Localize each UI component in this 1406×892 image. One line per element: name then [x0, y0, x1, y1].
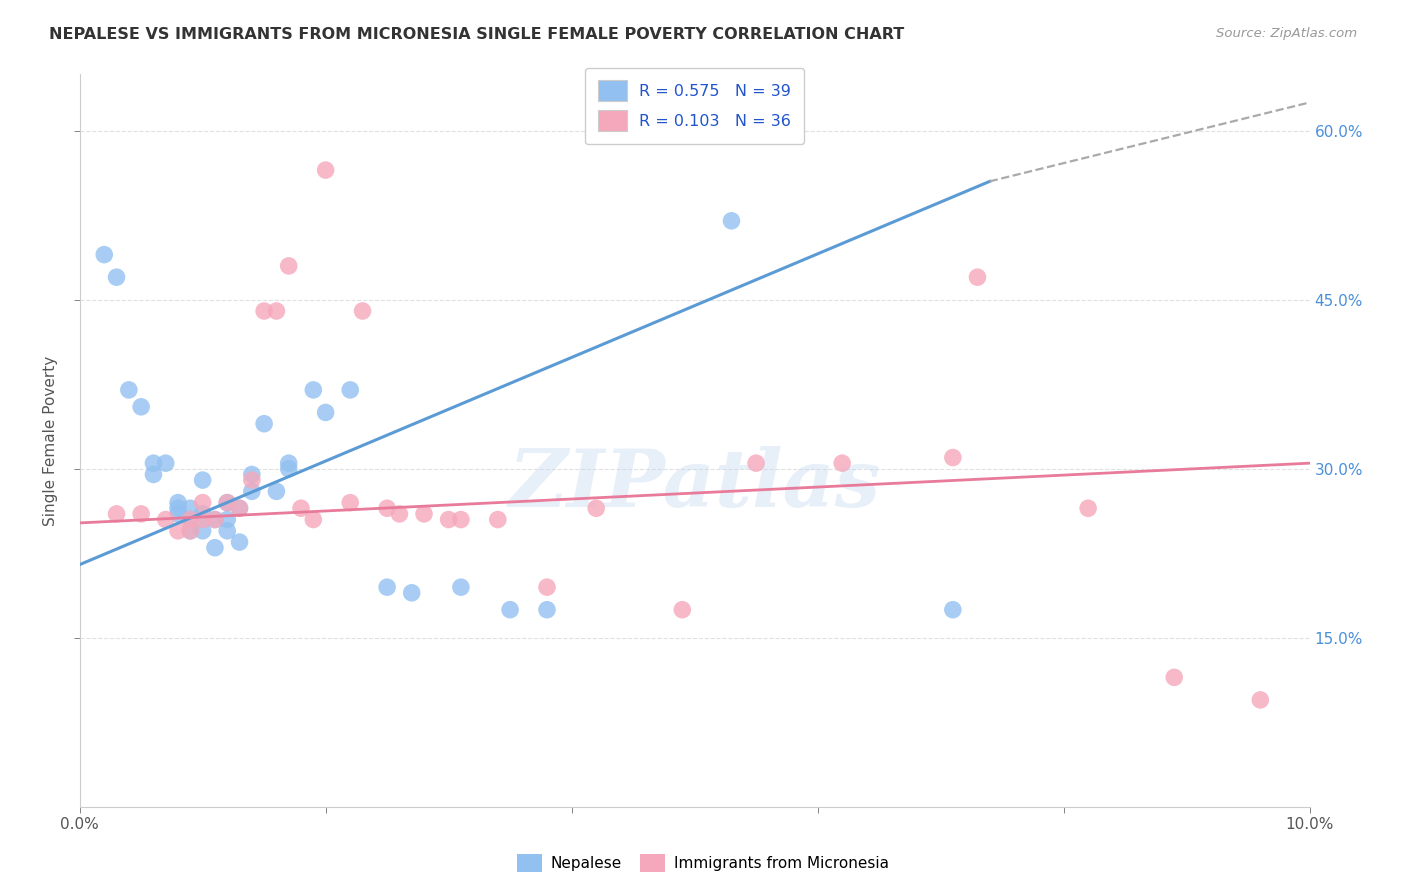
Point — [191, 524, 214, 538]
Point — [720, 214, 742, 228]
Point — [302, 383, 325, 397]
Point — [167, 495, 190, 509]
Point — [217, 495, 239, 509]
Point — [105, 507, 128, 521]
Point — [253, 417, 276, 431]
Point — [671, 603, 693, 617]
Text: NEPALESE VS IMMIGRANTS FROM MICRONESIA SINGLE FEMALE POVERTY CORRELATION CHART: NEPALESE VS IMMIGRANTS FROM MICRONESIA S… — [49, 27, 904, 42]
Legend: Nepalese, Immigrants from Micronesia: Nepalese, Immigrants from Micronesia — [509, 846, 897, 880]
Point — [167, 524, 190, 538]
Point — [942, 450, 965, 465]
Point — [388, 507, 411, 521]
Point — [179, 512, 201, 526]
Point — [204, 512, 226, 526]
Point — [1249, 693, 1271, 707]
Point — [253, 304, 276, 318]
Point — [352, 304, 374, 318]
Point — [450, 512, 472, 526]
Point — [228, 501, 250, 516]
Point — [167, 501, 190, 516]
Point — [1163, 670, 1185, 684]
Y-axis label: Single Female Poverty: Single Female Poverty — [44, 356, 58, 525]
Point — [413, 507, 436, 521]
Point — [217, 495, 239, 509]
Point — [179, 524, 201, 538]
Point — [375, 580, 398, 594]
Point — [745, 456, 768, 470]
Point — [129, 400, 152, 414]
Point — [240, 473, 263, 487]
Point — [142, 456, 165, 470]
Point — [129, 507, 152, 521]
Point — [240, 467, 263, 482]
Point — [1077, 501, 1099, 516]
Legend: R = 0.575   N = 39, R = 0.103   N = 36: R = 0.575 N = 39, R = 0.103 N = 36 — [585, 68, 804, 144]
Text: ZIPatlas: ZIPatlas — [509, 446, 880, 524]
Point — [585, 501, 607, 516]
Point — [339, 495, 361, 509]
Point — [315, 405, 337, 419]
Point — [315, 163, 337, 178]
Point — [142, 467, 165, 482]
Point — [499, 603, 522, 617]
Point — [277, 456, 299, 470]
Point — [277, 259, 299, 273]
Point — [217, 512, 239, 526]
Point — [266, 304, 288, 318]
Point — [401, 586, 423, 600]
Point — [217, 524, 239, 538]
Point — [302, 512, 325, 526]
Point — [277, 462, 299, 476]
Point — [118, 383, 141, 397]
Point — [228, 535, 250, 549]
Point — [966, 270, 988, 285]
Point — [179, 512, 201, 526]
Point — [179, 501, 201, 516]
Point — [228, 501, 250, 516]
Point — [486, 512, 509, 526]
Point — [105, 270, 128, 285]
Point — [191, 473, 214, 487]
Point — [191, 512, 214, 526]
Point — [204, 541, 226, 555]
Point — [375, 501, 398, 516]
Point — [155, 512, 177, 526]
Text: Source: ZipAtlas.com: Source: ZipAtlas.com — [1216, 27, 1357, 40]
Point — [339, 383, 361, 397]
Point — [93, 247, 115, 261]
Point — [831, 456, 853, 470]
Point — [290, 501, 312, 516]
Point — [437, 512, 460, 526]
Point — [179, 524, 201, 538]
Point — [240, 484, 263, 499]
Point — [450, 580, 472, 594]
Point — [942, 603, 965, 617]
Point — [204, 512, 226, 526]
Point — [536, 580, 558, 594]
Point — [155, 456, 177, 470]
Point — [266, 484, 288, 499]
Point — [191, 507, 214, 521]
Point — [191, 495, 214, 509]
Point — [167, 507, 190, 521]
Point — [536, 603, 558, 617]
